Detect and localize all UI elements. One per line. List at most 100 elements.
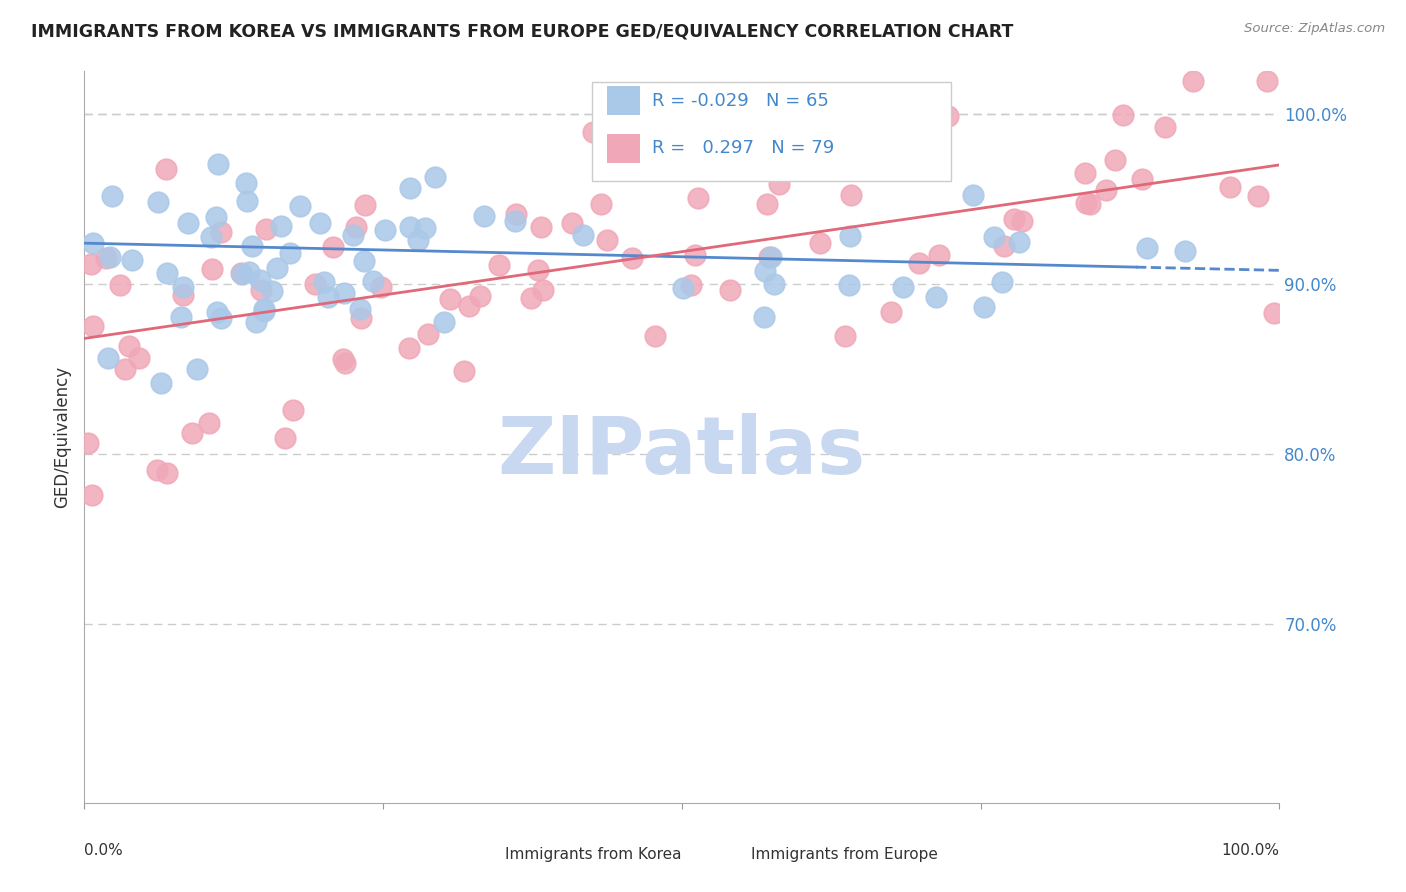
Point [758,250,780,264]
Point [231,268,253,282]
Point [332,351,354,366]
Point [561,216,583,230]
Point [759,250,782,264]
Point [288,199,311,213]
Point [520,292,543,306]
Point [834,329,856,343]
Point [361,274,384,288]
Point [531,283,554,297]
Point [472,209,495,223]
Point [752,310,775,324]
Point [304,277,326,292]
Point [349,301,371,316]
Point [128,351,150,366]
Text: 0.0%: 0.0% [84,843,124,858]
Text: R = -0.029   N = 65: R = -0.029 N = 65 [652,92,830,110]
Point [80,257,103,271]
Point [582,125,605,139]
Point [76,435,98,450]
Text: Source: ZipAtlas.com: Source: ZipAtlas.com [1244,22,1385,36]
Point [94,251,117,265]
Point [808,235,831,250]
Point [763,277,786,291]
Point [1104,153,1126,167]
Point [718,283,741,297]
Point [235,194,257,208]
Point [314,275,336,289]
Point [973,300,995,314]
Point [256,222,278,236]
Point [309,216,332,230]
Point [1136,241,1159,255]
Point [270,219,292,233]
Point [245,315,267,329]
Point [983,230,1005,244]
Point [238,265,260,279]
Point [1130,172,1153,186]
Point [416,327,439,342]
Point [928,248,950,262]
Point [1112,108,1135,122]
Point [169,310,191,324]
Point [756,197,779,211]
Point [207,157,229,171]
Text: Immigrants from Korea: Immigrants from Korea [505,847,682,862]
Point [683,247,706,261]
Point [121,253,143,268]
Point [1154,120,1177,134]
Point [924,290,946,304]
Point [891,279,914,293]
Point [374,222,396,236]
Point [176,216,198,230]
FancyBboxPatch shape [592,82,950,181]
Point [333,356,356,370]
Point [1011,214,1033,228]
Point [186,362,208,376]
Point [399,219,422,234]
Point [278,245,301,260]
Point [172,287,194,301]
Point [231,266,253,280]
Point [346,220,368,235]
Point [644,329,666,343]
Point [880,305,903,319]
Point [1247,189,1270,203]
FancyBboxPatch shape [606,134,640,163]
Point [1002,211,1025,226]
Point [768,177,790,191]
Point [145,463,167,477]
Point [423,170,446,185]
Point [252,303,274,318]
Point [686,191,709,205]
Point [413,220,436,235]
Text: Immigrants from Europe: Immigrants from Europe [751,847,938,862]
Point [201,262,224,277]
Point [370,280,392,294]
Point [155,161,177,176]
Point [316,290,339,304]
Point [149,376,172,391]
Point [146,195,169,210]
Point [98,250,121,264]
Point [100,189,122,203]
Point [110,277,132,292]
FancyBboxPatch shape [461,846,496,863]
Point [353,254,375,268]
Point [1263,306,1285,320]
Point [114,362,136,376]
Point [398,342,420,356]
Point [526,263,548,277]
Point [1256,74,1278,88]
Point [97,351,120,365]
Point [1094,183,1116,197]
Point [253,302,276,317]
Point [1174,244,1197,258]
Point [342,227,364,242]
Point [860,128,883,143]
Point [505,207,527,221]
Point [990,276,1012,290]
FancyBboxPatch shape [606,86,640,115]
Point [260,284,283,298]
Point [249,283,271,297]
Point [80,487,103,501]
